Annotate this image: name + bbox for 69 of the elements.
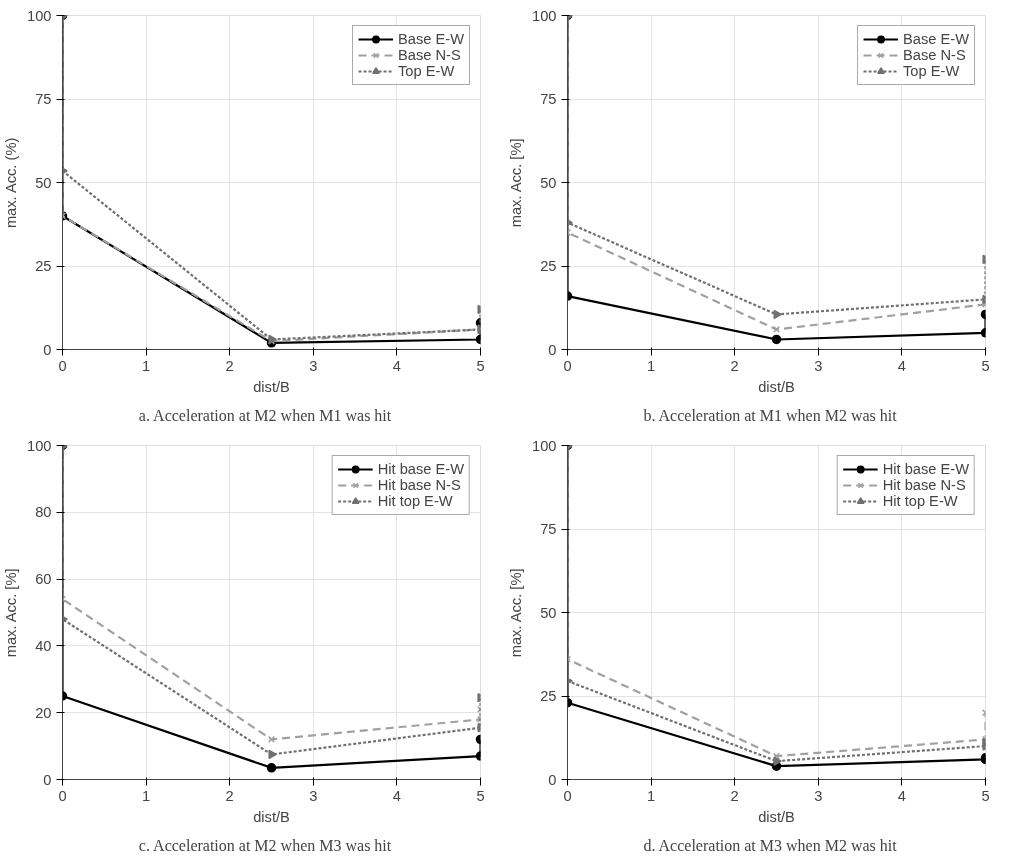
x-tick-label: 4 [897,357,906,374]
x-tick-label: 5 [981,357,990,374]
legend-label: Hit base E-W [377,461,464,477]
x-tick-label: 2 [225,787,234,804]
y-tick-label: 25 [540,688,557,704]
x-tick-label: 4 [897,787,906,804]
y-tick-label: 50 [540,174,557,191]
y-tick-label: 75 [540,521,557,537]
x-tick-label: 3 [309,787,318,804]
legend-label: Base E-W [903,31,969,47]
y-axis-title: max. Acc. (%) [3,137,20,229]
x-tick-label: 3 [814,787,823,804]
x-tick-label: 5 [476,357,485,374]
x-tick-label: 1 [142,357,151,374]
y-axis-title: max. Acc. [%] [3,568,20,658]
x-tick-label: 1 [647,787,656,804]
y-tick-label: 0 [548,341,557,358]
y-tick-label: 40 [35,637,52,654]
x-tick-label: 1 [647,357,656,374]
y-tick-label: 50 [35,174,52,191]
x-tick-label: 2 [730,357,739,374]
y-tick-label: 50 [540,604,557,621]
y-tick-label: 75 [35,91,52,107]
legend-label: Base N-S [398,47,461,63]
y-tick-label: 80 [35,504,52,521]
x-tick-label: 0 [563,787,572,804]
x-tick-label: 0 [58,357,67,374]
x-tick-label: 2 [730,787,739,804]
y-tick-label: 100 [532,7,557,24]
x-axis-title: dist/B [758,378,795,395]
x-axis-title: dist/B [758,808,795,825]
x-tick-label: 4 [392,357,401,374]
y-axis-title: max. Acc. [%] [508,138,525,228]
legend-label: Hit base E-W [882,461,969,477]
y-tick-label: 0 [548,771,557,788]
x-tick-label: 0 [563,357,572,374]
text: c. Acceleration at M2 when M3 was hit [138,836,392,854]
legend-label: Hit base N-S [882,477,966,493]
y-tick-label: 25 [540,258,557,274]
x-tick-label: 0 [58,787,67,804]
y-tick-label: 100 [27,7,52,24]
x-tick-label: 3 [814,357,823,374]
x-tick-label: 5 [476,787,485,804]
y-tick-label: 75 [540,91,557,107]
y-tick-label: 0 [43,341,52,358]
y-tick-label: 25 [35,258,52,274]
x-axis-title: dist/B [253,378,290,395]
y-tick-label: 100 [532,437,557,454]
legend-label: Base E-W [398,31,464,47]
x-tick-label: 2 [225,357,234,374]
y-tick-label: 100 [27,437,52,454]
x-axis-title: dist/B [253,808,290,825]
y-tick-label: 0 [43,771,52,788]
x-tick-label: 4 [392,787,401,804]
legend-label: Top E-W [903,63,960,79]
y-axis-title: max. Acc. [%] [508,568,525,658]
text: a. Acceleration at M2 when M1 was hit [138,406,392,424]
text: b. Acceleration at M1 when M2 was hit [643,406,898,424]
legend-label: Hit top E-W [882,493,958,509]
x-tick-label: 1 [142,787,151,804]
legend-label: Hit top E-W [377,493,453,509]
legend-label: Base N-S [903,47,966,63]
x-tick-label: 3 [309,357,318,374]
legend-label: Top E-W [398,63,455,79]
text: d. Acceleration at M3 when M2 was hit [643,836,898,854]
legend-label: Hit base N-S [377,477,461,493]
y-tick-label: 60 [35,571,52,588]
x-tick-label: 5 [981,787,990,804]
y-tick-label: 20 [35,704,52,721]
